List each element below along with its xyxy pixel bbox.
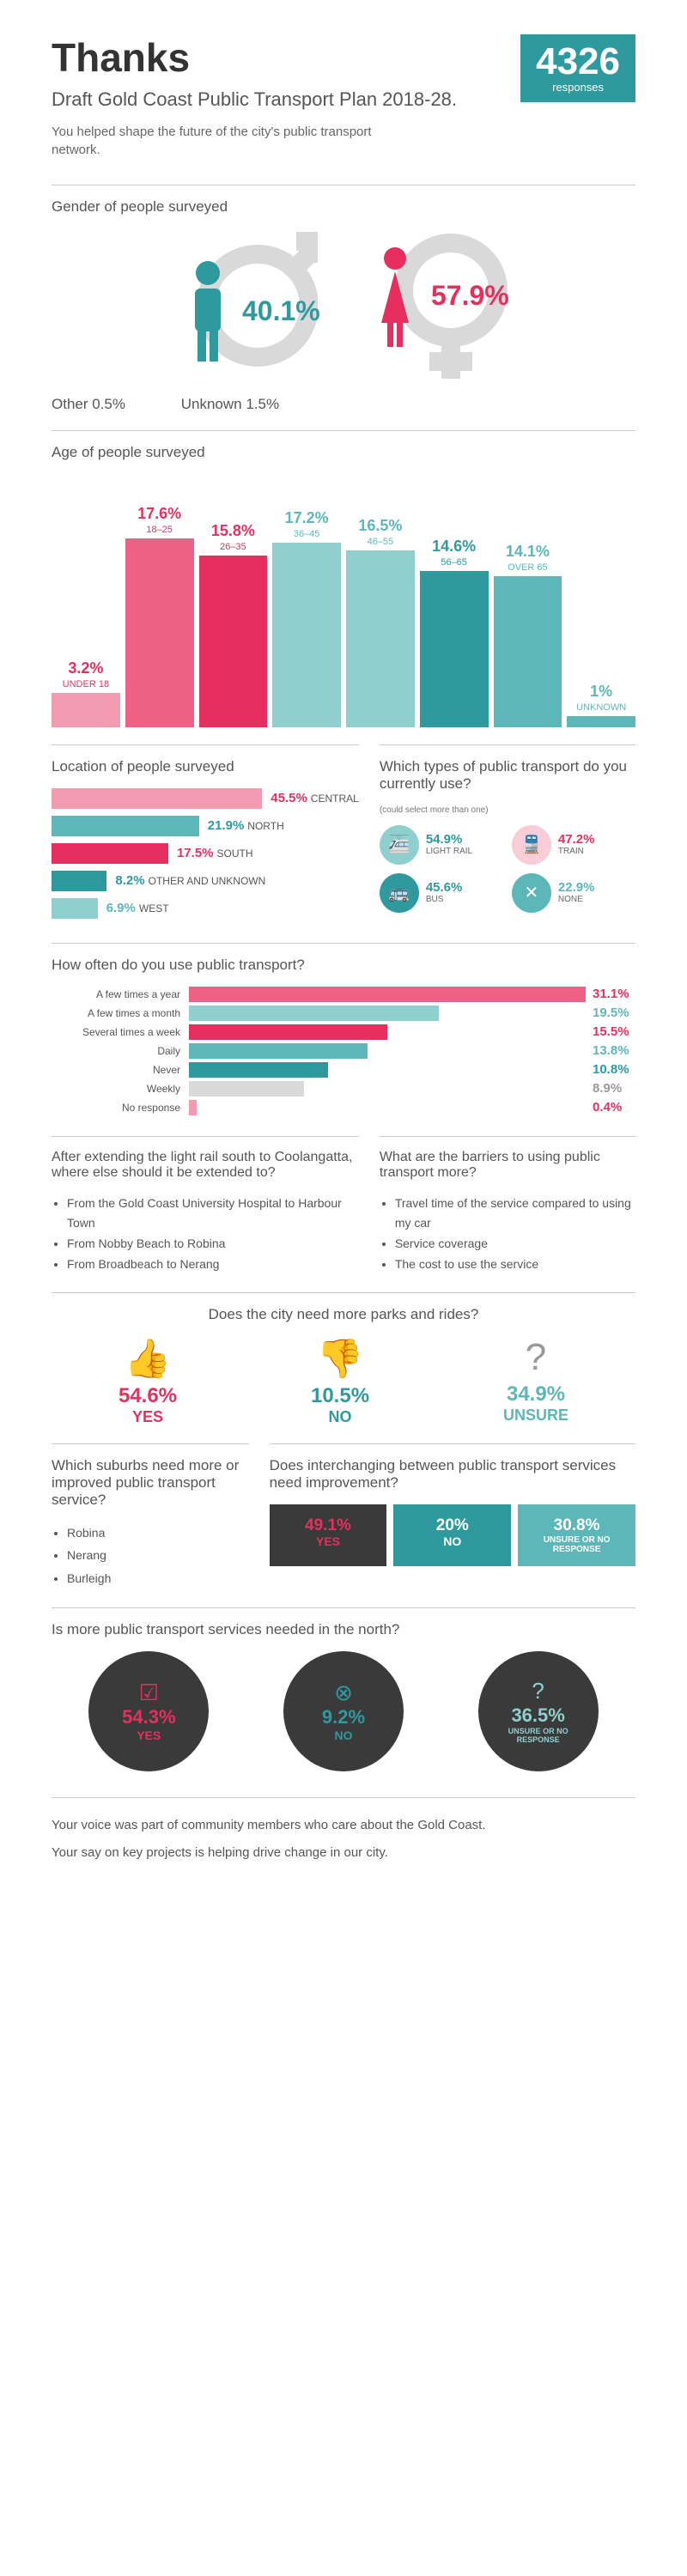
suburbs-title: Which suburbs need more or improved publ… [52,1443,249,1509]
age-bar: 17.6%18–25 [125,505,194,727]
frequency-row: Never10.8% [52,1062,635,1078]
location-chart: 45.5%CENTRAL 21.9%NORTH 17.5%SOUTH 8.2%OTHE… [52,788,359,919]
parks-icon: ? [503,1336,568,1379]
gender-unknown: Unknown 1.5% [181,396,279,412]
intro-text: You helped shape the future of the city'… [52,123,378,159]
age-bar: 15.8%26–35 [199,522,268,727]
frequency-row: No response0.4% [52,1100,635,1115]
list-item: Nerang [67,1544,249,1567]
gender-male: 40.1% [163,228,318,383]
age-title: Age of people surveyed [52,430,635,461]
age-chart: 3.2%UNDER 1817.6%18–2515.8%26–3517.2%36–… [52,487,635,727]
transport-type: 🚈54.9%LIGHT RAIL [380,825,503,865]
footer: Your voice was part of community members… [52,1797,635,1863]
frequency-row: Daily13.8% [52,1043,635,1059]
north-row: ☑54.3%YES ⊗9.2%NO ?36.5%UNSURE OR NO RESPO… [52,1651,635,1771]
north-icon: ? [532,1678,544,1704]
location-row: 8.2%OTHER AND UNKNOWN [52,871,359,891]
north-title: Is more public transport services needed… [52,1607,635,1638]
female-pct: 57.9% [431,280,509,312]
list-item: Travel time of the service compared to u… [395,1194,635,1235]
transport-icon: 🚆 [512,825,551,865]
north-option: ?36.5%UNSURE OR NO RESPONSE [478,1651,599,1771]
types-grid: 🚈54.9%LIGHT RAIL🚆47.2%TRAIN🚌45.6%BUS✕22.… [380,825,635,913]
frequency-row: A few times a year31.1% [52,987,635,1002]
age-bar: 14.1%OVER 65 [494,543,562,727]
responses-label: responses [536,81,620,94]
north-icon: ⊗ [334,1680,353,1706]
gender-other: Other 0.5% [52,396,125,412]
transport-type: 🚆47.2%TRAIN [512,825,635,865]
extend-list: From the Gold Coast University Hospital … [52,1194,359,1275]
gender-title: Gender of people surveyed [52,185,635,216]
male-pct: 40.1% [242,295,320,327]
location-row: 6.9%WEST [52,898,359,919]
list-item: From Nobby Beach to Robina [67,1234,359,1255]
parks-title: Does the city need more parks and rides? [52,1292,635,1323]
parks-row: 👍54.6%YES 👎10.5%NO ?34.9%UNSURE [52,1336,635,1426]
list-item: From Broadbeach to Nerang [67,1255,359,1275]
parks-icon: 👍 [119,1336,177,1381]
gender-other-row: Other 0.5% Unknown 1.5% [52,396,635,413]
location-row: 45.5%CENTRAL [52,788,359,809]
location-title: Location of people surveyed [52,744,359,775]
footer-line-1: Your voice was part of community members… [52,1815,635,1836]
barriers-title: What are the barriers to using public tr… [380,1136,635,1181]
parks-icon: 👎 [311,1336,369,1381]
age-bar: 1%UNKNOWN [567,683,635,727]
interchange-option: 49.1%YES [270,1504,387,1566]
list-item: Service coverage [395,1234,635,1255]
parks-option: 👎10.5%NO [311,1336,369,1426]
gender-female: 57.9% [369,228,524,383]
list-item: From the Gold Coast University Hospital … [67,1194,359,1235]
frequency-chart: A few times a year31.1% A few times a mon… [52,987,635,1115]
list-item: The cost to use the service [395,1255,635,1275]
north-option: ☑54.3%YES [88,1651,209,1771]
parks-option: ?34.9%UNSURE [503,1336,568,1426]
north-option: ⊗9.2%NO [283,1651,404,1771]
age-bar: 3.2%UNDER 18 [52,659,120,727]
interchange-option: 20%NO [393,1504,511,1566]
header-block: Thanks Draft Gold Coast Public Transport… [52,34,635,159]
north-icon: ☑ [139,1680,159,1706]
location-row: 21.9%NORTH [52,816,359,836]
gender-row: 40.1% 57.9% [52,228,635,383]
location-row: 17.5%SOUTH [52,843,359,864]
types-hint: (could select more than one) [380,805,635,815]
responses-badge: 4326 responses [520,34,635,102]
interchange-title: Does interchanging between public transp… [270,1443,635,1492]
age-bar: 14.6%56–65 [420,538,489,727]
barriers-list: Travel time of the service compared to u… [380,1194,635,1275]
parks-option: 👍54.6%YES [119,1336,177,1426]
age-bar: 17.2%36–45 [272,509,341,727]
footer-line-2: Your say on key projects is helping driv… [52,1843,635,1863]
interchange-row: 49.1%YES20%NO30.8%UNSURE OR NO RESPONSE [270,1504,635,1566]
transport-icon: 🚈 [380,825,419,865]
extend-title: After extending the light rail south to … [52,1136,359,1181]
frequency-row: Several times a week15.5% [52,1024,635,1040]
responses-count: 4326 [536,43,620,81]
list-item: Robina [67,1522,249,1545]
types-title: Which types of public transport do you c… [380,744,635,793]
list-item: Burleigh [67,1567,249,1590]
frequency-row: A few times a month19.5% [52,1005,635,1021]
transport-icon: ✕ [512,873,551,913]
frequency-row: Weekly8.9% [52,1081,635,1097]
age-bar: 16.5%46–55 [346,517,415,727]
interchange-option: 30.8%UNSURE OR NO RESPONSE [518,1504,635,1566]
transport-icon: 🚌 [380,873,419,913]
transport-type: ✕22.9%NONE [512,873,635,913]
suburbs-list: RobinaNerangBurleigh [52,1522,249,1590]
frequency-title: How often do you use public transport? [52,943,635,974]
transport-type: 🚌45.6%BUS [380,873,503,913]
